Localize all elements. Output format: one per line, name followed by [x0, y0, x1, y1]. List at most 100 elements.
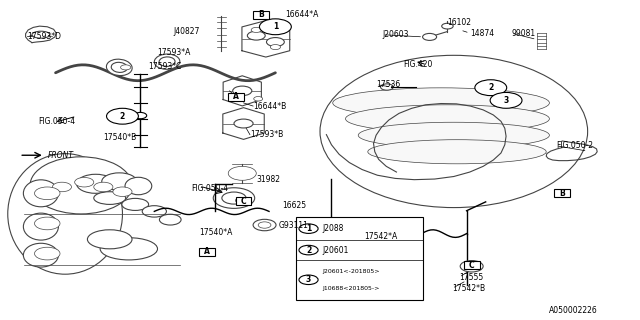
Ellipse shape — [381, 84, 394, 90]
Text: FIG.050-4: FIG.050-4 — [191, 184, 228, 193]
Ellipse shape — [154, 54, 180, 69]
Ellipse shape — [266, 37, 284, 46]
Text: G93111: G93111 — [278, 220, 308, 229]
Text: 17542*B: 17542*B — [452, 284, 485, 293]
Text: 16644*A: 16644*A — [285, 10, 318, 19]
Ellipse shape — [234, 119, 253, 128]
Circle shape — [490, 92, 522, 108]
Text: B: B — [559, 189, 565, 198]
Circle shape — [475, 80, 507, 96]
Text: J20603: J20603 — [383, 30, 409, 39]
Ellipse shape — [442, 23, 453, 29]
Circle shape — [270, 44, 280, 50]
Ellipse shape — [247, 31, 265, 40]
Text: 17593*A: 17593*A — [157, 48, 191, 57]
Circle shape — [120, 65, 131, 70]
Ellipse shape — [32, 31, 50, 38]
Ellipse shape — [368, 140, 546, 164]
Ellipse shape — [142, 206, 166, 217]
Text: B: B — [259, 10, 264, 19]
Circle shape — [75, 178, 94, 187]
Ellipse shape — [94, 192, 125, 204]
Circle shape — [460, 260, 483, 272]
Ellipse shape — [159, 57, 175, 67]
Ellipse shape — [24, 180, 58, 207]
Ellipse shape — [122, 198, 148, 211]
Ellipse shape — [102, 173, 137, 190]
Ellipse shape — [30, 157, 132, 214]
Text: 14874: 14874 — [470, 28, 494, 38]
Text: 99081: 99081 — [511, 28, 535, 38]
Text: A: A — [204, 247, 209, 257]
Text: 2: 2 — [306, 245, 311, 255]
Ellipse shape — [422, 33, 436, 40]
Circle shape — [299, 275, 318, 284]
Text: FRONT: FRONT — [48, 151, 74, 160]
Text: 2: 2 — [120, 112, 125, 121]
Ellipse shape — [24, 213, 58, 240]
Circle shape — [299, 224, 318, 233]
Ellipse shape — [88, 230, 132, 249]
Circle shape — [228, 166, 256, 180]
Text: C: C — [235, 198, 239, 204]
Ellipse shape — [8, 154, 122, 274]
Text: C: C — [469, 261, 474, 270]
Text: 16625: 16625 — [282, 202, 306, 211]
Text: 3: 3 — [306, 275, 311, 284]
Bar — [554, 189, 570, 197]
Text: 2: 2 — [488, 83, 493, 92]
Ellipse shape — [77, 174, 115, 193]
Bar — [236, 197, 252, 205]
Text: 1: 1 — [306, 224, 311, 233]
Ellipse shape — [333, 88, 549, 118]
Text: 17542*A: 17542*A — [365, 232, 398, 241]
Text: 17540*B: 17540*B — [103, 133, 136, 142]
Text: 17536: 17536 — [376, 80, 401, 89]
Circle shape — [253, 219, 276, 231]
Text: A: A — [233, 92, 239, 101]
Ellipse shape — [346, 105, 549, 133]
Circle shape — [299, 245, 318, 255]
Text: J20601: J20601 — [323, 245, 349, 255]
Text: 17540*A: 17540*A — [199, 228, 232, 237]
Circle shape — [258, 222, 271, 228]
Text: 3: 3 — [504, 96, 509, 105]
Text: 17593*B: 17593*B — [250, 130, 283, 139]
Text: J10688<201805->: J10688<201805-> — [323, 285, 380, 291]
Ellipse shape — [111, 62, 127, 72]
Text: 16644*B: 16644*B — [253, 101, 286, 111]
Circle shape — [251, 28, 261, 32]
Ellipse shape — [233, 86, 252, 96]
Text: FIG.420: FIG.420 — [403, 60, 432, 69]
Text: 31982: 31982 — [256, 174, 280, 184]
Circle shape — [259, 19, 291, 35]
Bar — [296, 217, 423, 300]
Circle shape — [94, 182, 113, 192]
Text: C: C — [241, 197, 246, 206]
Circle shape — [253, 97, 262, 101]
Text: 17593*D: 17593*D — [27, 32, 61, 41]
Circle shape — [35, 217, 60, 230]
Circle shape — [134, 112, 147, 119]
Ellipse shape — [213, 188, 255, 208]
Bar — [464, 261, 479, 269]
Ellipse shape — [106, 59, 132, 76]
Circle shape — [106, 108, 138, 124]
Ellipse shape — [159, 214, 181, 225]
Ellipse shape — [358, 122, 549, 148]
Bar — [253, 11, 269, 19]
Text: 17555: 17555 — [459, 273, 483, 282]
Bar — [228, 92, 244, 100]
Ellipse shape — [125, 177, 152, 195]
Circle shape — [35, 187, 60, 200]
Text: 1: 1 — [273, 22, 278, 31]
Text: J20601<-201805>: J20601<-201805> — [323, 269, 380, 274]
Ellipse shape — [24, 243, 58, 267]
Ellipse shape — [222, 192, 246, 204]
Bar — [198, 248, 214, 256]
Text: 17593*C: 17593*C — [148, 62, 181, 71]
Text: A050002226: A050002226 — [549, 306, 598, 315]
Text: J2088: J2088 — [323, 224, 344, 233]
Text: FIG.050-2: FIG.050-2 — [556, 141, 593, 150]
Ellipse shape — [320, 55, 588, 208]
